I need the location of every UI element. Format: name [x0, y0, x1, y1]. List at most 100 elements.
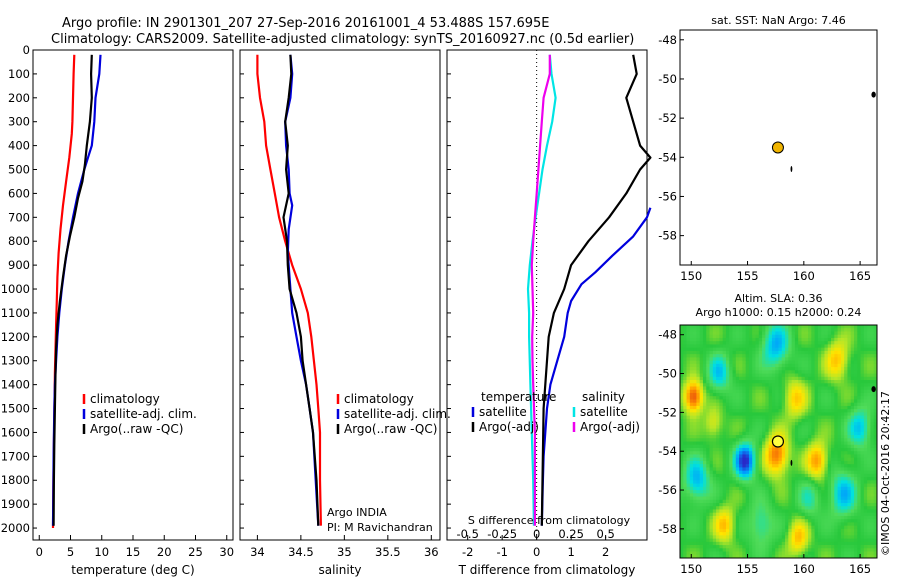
salinity-xlabel: salinity: [318, 563, 361, 577]
sla-heatmap-cell: [844, 331, 848, 336]
sla-heatmap-cell: [847, 380, 852, 384]
sla-heatmap-cell: [702, 490, 707, 494]
sla-heatmap-cell: [693, 480, 697, 484]
sla-heatmap-cell: [840, 331, 845, 336]
sla-heatmap-cell: [709, 405, 714, 410]
sla-heatmap-cell: [857, 467, 861, 472]
sla-heatmap-cell: [791, 392, 796, 397]
sla-heatmap-cell: [755, 499, 760, 504]
sla-heatmap-cell: [804, 512, 809, 517]
sla-heatmap-cell: [840, 522, 845, 527]
sla-heatmap-cell: [680, 554, 684, 559]
sla-heatmap-cell: [854, 431, 858, 436]
sla-heatmap-cell: [729, 545, 733, 549]
sla-heatmap-cell: [857, 412, 861, 417]
sla-heatmap-cell: [794, 528, 799, 533]
sla-heatmap-cell: [696, 447, 701, 452]
sla-heatmap-cell: [689, 428, 694, 433]
sla-heatmap-cell: [775, 528, 779, 533]
sla-heatmap-cell: [762, 493, 766, 497]
sla-heatmap-cell: [689, 522, 694, 527]
sla-heatmap-cell: [745, 412, 750, 417]
sla-heatmap-cell: [742, 425, 747, 429]
sla-heatmap-cell: [775, 373, 779, 378]
sla-heatmap-cell: [834, 402, 838, 407]
sla-heatmap-cell: [748, 499, 753, 504]
sla-heatmap-cell: [837, 360, 842, 365]
sla-heatmap-cell: [794, 405, 799, 410]
sla-heatmap-cell: [863, 444, 868, 449]
sla-heatmap-cell: [745, 522, 750, 527]
sla-heatmap-cell: [794, 367, 799, 371]
sla-heatmap-cell: [791, 477, 796, 481]
sla-heatmap-cell: [844, 444, 848, 449]
sla-heatmap-cell: [758, 464, 763, 468]
sla-heatmap-cell: [850, 483, 855, 488]
sla-heatmap-cell: [844, 389, 848, 394]
sla-heatmap-cell: [827, 389, 832, 394]
sla-heatmap-cell: [768, 545, 773, 549]
sla-heatmap-cell: [742, 490, 747, 494]
sla-heatmap-cell: [801, 357, 806, 361]
sla-heatmap-cell: [817, 370, 822, 374]
sla-heatmap-cell: [801, 473, 806, 478]
sla-heatmap-cell: [752, 418, 756, 423]
sla-heatmap-cell: [870, 380, 875, 384]
sla-heatmap-cell: [791, 431, 796, 436]
sla-heatmap-cell: [683, 464, 687, 468]
sla-heatmap-cell: [804, 354, 809, 358]
sla-heatmap-cell: [771, 418, 776, 423]
sla-heatmap-cell: [696, 528, 701, 533]
sla-heatmap-cell: [824, 367, 829, 371]
sla-heatmap-cell: [794, 418, 799, 423]
sla-heatmap-cell: [781, 357, 786, 361]
sla-heatmap-cell: [827, 399, 832, 404]
sla-heatmap-cell: [755, 370, 760, 374]
sla-heatmap-cell: [811, 392, 816, 397]
sla-heatmap-cell: [702, 441, 707, 446]
sla-heatmap-cell: [742, 493, 747, 497]
sla-heatmap-cell: [854, 428, 858, 433]
sla-heatmap-cell: [765, 383, 770, 387]
sla-heatmap-cell: [781, 418, 786, 423]
sla-heatmap-cell: [814, 441, 819, 446]
sla-heatmap-cell: [831, 522, 835, 527]
sla-heatmap-cell: [742, 441, 747, 446]
sla-heatmap-cell: [798, 470, 802, 475]
sla-heatmap-cell: [765, 409, 770, 413]
sla-heatmap-cell: [831, 551, 835, 556]
sla-heatmap-cell: [696, 425, 701, 429]
sla-heatmap-cell: [834, 486, 838, 491]
sla-heatmap-cell: [824, 473, 829, 478]
sla-heatmap-cell: [742, 499, 747, 504]
sla-heatmap-cell: [844, 473, 848, 478]
sla-heatmap-cell: [725, 438, 730, 442]
sla-heatmap-cell: [752, 451, 756, 455]
sla-heatmap-cell: [834, 512, 838, 517]
sla-heatmap-cell: [732, 399, 737, 404]
sla-heatmap-cell: [798, 528, 802, 533]
sla-heatmap-cell: [870, 483, 875, 488]
sla-heatmap-cell: [863, 554, 868, 559]
sla-heatmap-cell: [840, 490, 845, 494]
sla-heatmap-cell: [788, 328, 793, 332]
sla-heatmap-cell: [837, 438, 842, 442]
sla-heatmap-cell: [762, 367, 766, 371]
sla-heatmap-cell: [680, 347, 684, 352]
sla-heatmap-cell: [722, 545, 727, 549]
sla-heatmap-cell: [693, 402, 697, 407]
sla-heatmap-cell: [696, 460, 701, 465]
sla-heatmap-cell: [808, 376, 812, 381]
sla-heatmap-cell: [870, 525, 875, 530]
sla-heatmap-cell: [755, 454, 760, 459]
sla-heatmap-cell: [686, 525, 691, 530]
sla-heatmap-cell: [729, 350, 733, 355]
sla-heatmap-cell: [824, 373, 829, 378]
sla-heatmap-cell: [827, 431, 832, 436]
sla-heatmap-cell: [752, 473, 756, 478]
sla-heatmap-cell: [732, 457, 737, 462]
sla-heatmap-cell: [778, 380, 783, 384]
sla-heatmap-cell: [762, 415, 766, 420]
sla-heatmap-cell: [788, 496, 793, 501]
sla-heatmap-cell: [867, 389, 871, 394]
